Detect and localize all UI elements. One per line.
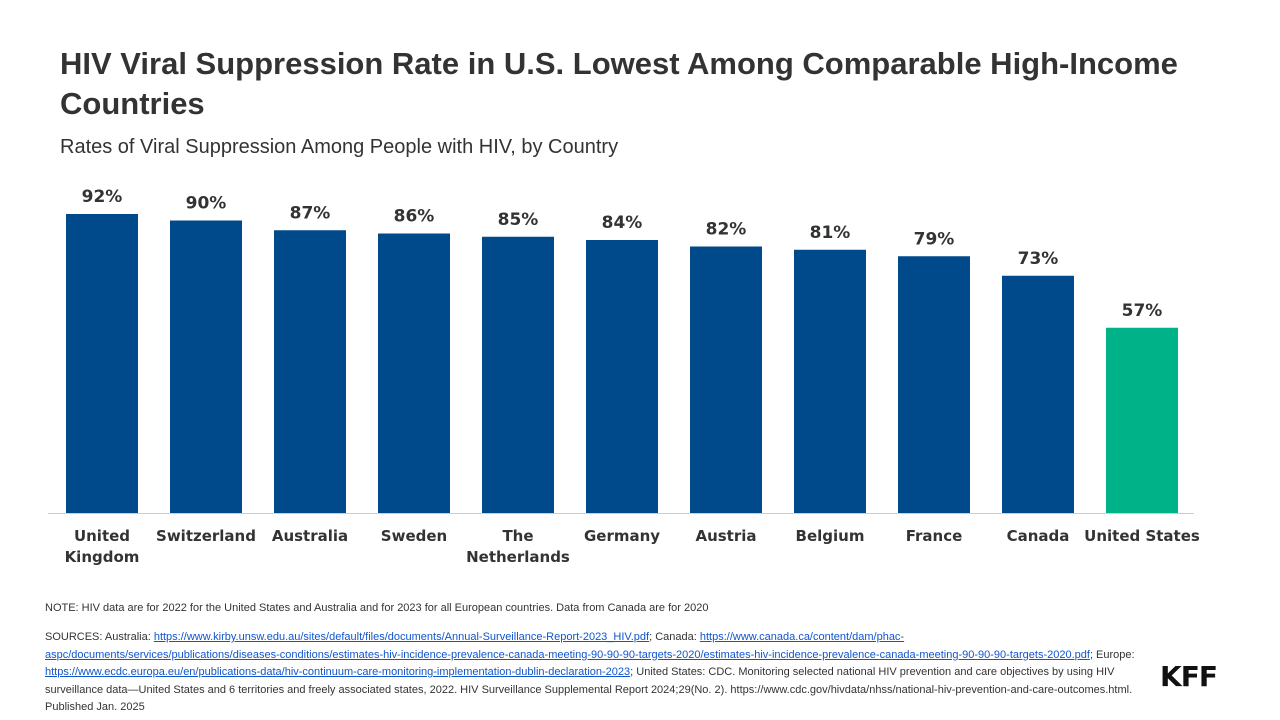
bar	[794, 249, 866, 513]
sources-prefix: SOURCES: Australia:	[45, 631, 154, 643]
footnote: NOTE: HIV data are for 2022 for the Unit…	[45, 602, 709, 614]
source-link-europe[interactable]: https://www.ecdc.europa.eu/en/publicatio…	[45, 666, 631, 678]
bar-value-label: 73%	[1018, 249, 1059, 269]
bar	[482, 236, 554, 513]
x-tick-label-line: France	[906, 527, 963, 545]
bar-value-label: 81%	[810, 223, 851, 243]
bar	[586, 240, 658, 513]
x-tick-label-line: The	[502, 527, 533, 545]
bar-value-label: 79%	[914, 229, 955, 249]
bar-value-label: 92%	[82, 187, 123, 207]
bar-chart: 92% United Kingdom 90% Switzerland 87% Austral…	[48, 187, 1200, 566]
bar-value-label: 82%	[706, 220, 747, 240]
bar	[170, 220, 242, 513]
x-tick-label-line: Austria	[695, 527, 756, 545]
x-tick-label: The Netherlands	[466, 527, 570, 566]
x-tick-label-line: United States	[1084, 527, 1200, 545]
bar	[378, 233, 450, 513]
source-label-europe: ; Europe:	[1089, 648, 1135, 661]
bar	[1106, 327, 1178, 513]
x-tick-label: United States	[1084, 527, 1200, 545]
x-tick-label-line: United	[74, 527, 130, 545]
source-link-australia[interactable]: https://www.kirby.unsw.edu.au/sites/defa…	[153, 631, 650, 643]
bar	[1002, 275, 1074, 513]
bar-value-label: 84%	[602, 213, 643, 233]
x-tick-label-line: Germany	[584, 527, 660, 545]
x-tick-label: Austria	[695, 527, 756, 545]
source-united-states: ; United States: CDC. Monitoring selecte…	[45, 666, 1133, 713]
kff-logo: KFF	[1160, 660, 1218, 693]
chart-title: HIV Viral Suppression Rate in U.S. Lowes…	[60, 46, 1178, 121]
source-label-canada: ; Canada:	[649, 631, 700, 643]
bar-value-label: 87%	[290, 203, 331, 223]
x-tick-label: Switzerland	[156, 527, 256, 545]
source-link-canada[interactable]: https://www.canada.ca/content/dam/phac-a…	[45, 631, 1090, 661]
x-tick-label: Sweden	[381, 527, 447, 545]
chart-subtitle: Rates of Viral Suppression Among People …	[60, 136, 619, 158]
bar	[690, 246, 762, 513]
x-tick-label-line: Australia	[272, 527, 348, 545]
x-tick-label: Canada	[1007, 527, 1070, 545]
x-tick-label: Belgium	[796, 527, 865, 545]
x-tick-label-line: Canada	[1007, 527, 1070, 545]
bar	[66, 214, 138, 513]
bar	[898, 256, 970, 513]
x-tick-label-line: Belgium	[796, 527, 865, 545]
x-tick-label-line: Netherlands	[466, 548, 570, 566]
x-tick-label: United Kingdom	[65, 527, 140, 566]
x-tick-label-line: Sweden	[381, 527, 447, 545]
sources: SOURCES: Australia: https://www.kirby.un…	[45, 629, 1135, 717]
bar-value-label: 85%	[498, 210, 539, 230]
x-tick-label: Germany	[584, 527, 660, 545]
x-tick-label: Australia	[272, 527, 348, 545]
x-tick-label: France	[906, 527, 963, 545]
bar-value-label: 57%	[1122, 301, 1163, 321]
bar-value-label: 86%	[394, 207, 435, 227]
bar	[274, 230, 346, 513]
x-tick-label-line: Switzerland	[156, 527, 256, 545]
x-tick-label-line: Kingdom	[65, 548, 140, 566]
bar-value-label: 90%	[186, 194, 227, 214]
